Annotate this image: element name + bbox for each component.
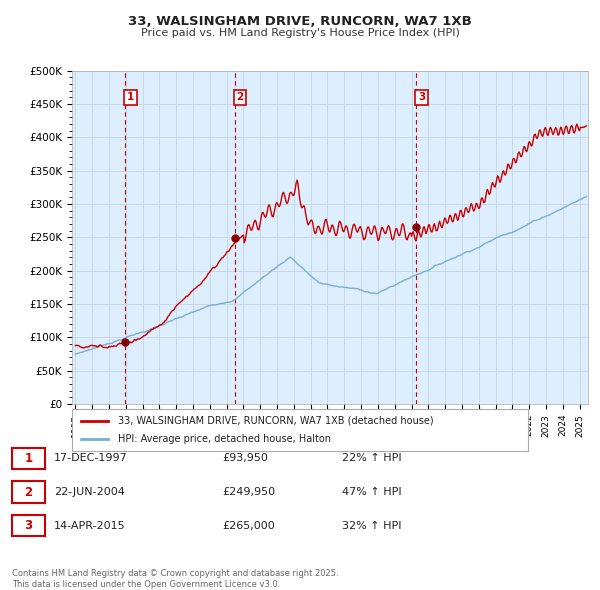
Text: Price paid vs. HM Land Registry's House Price Index (HPI): Price paid vs. HM Land Registry's House … [140, 28, 460, 38]
Text: £93,950: £93,950 [222, 454, 268, 463]
Text: 1: 1 [127, 93, 134, 103]
Text: HPI: Average price, detached house, Halton: HPI: Average price, detached house, Halt… [118, 434, 331, 444]
Text: 22-JUN-2004: 22-JUN-2004 [54, 487, 125, 497]
Text: £249,950: £249,950 [222, 487, 275, 497]
Text: 2: 2 [236, 93, 244, 103]
Text: 33, WALSINGHAM DRIVE, RUNCORN, WA7 1XB (detached house): 33, WALSINGHAM DRIVE, RUNCORN, WA7 1XB (… [118, 416, 433, 426]
Text: 1: 1 [25, 452, 32, 465]
Text: 47% ↑ HPI: 47% ↑ HPI [342, 487, 401, 497]
Text: 2: 2 [25, 486, 32, 499]
Text: 33, WALSINGHAM DRIVE, RUNCORN, WA7 1XB: 33, WALSINGHAM DRIVE, RUNCORN, WA7 1XB [128, 15, 472, 28]
Text: 3: 3 [25, 519, 32, 532]
Text: 14-APR-2015: 14-APR-2015 [54, 521, 125, 530]
Text: 3: 3 [418, 93, 425, 103]
Text: £265,000: £265,000 [222, 521, 275, 530]
Text: 32% ↑ HPI: 32% ↑ HPI [342, 521, 401, 530]
Text: 17-DEC-1997: 17-DEC-1997 [54, 454, 128, 463]
Text: Contains HM Land Registry data © Crown copyright and database right 2025.
This d: Contains HM Land Registry data © Crown c… [12, 569, 338, 589]
Text: 22% ↑ HPI: 22% ↑ HPI [342, 454, 401, 463]
